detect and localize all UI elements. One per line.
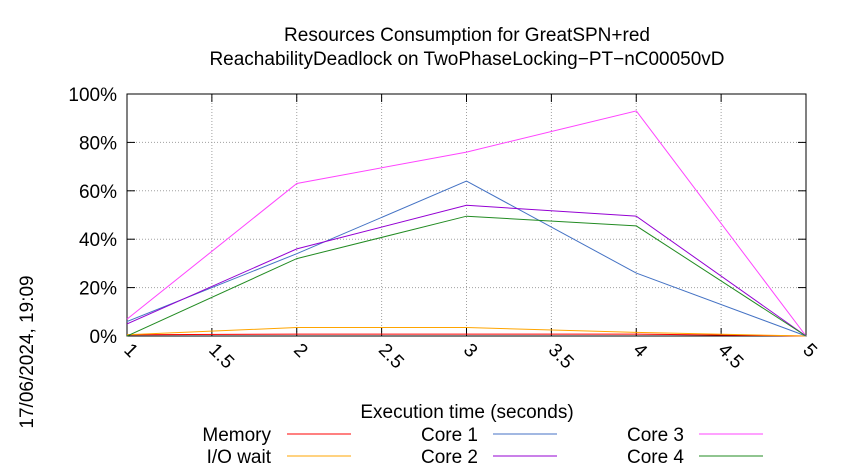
y-tick-label: 100%	[68, 85, 117, 106]
x-tick-label: 4.5	[714, 340, 748, 374]
series-line-core-3	[126, 110, 807, 337]
legend-label-core-1: Core 1	[421, 425, 478, 446]
timestamp: 17/06/2024, 19:09	[17, 275, 38, 428]
x-tick-label: 3.5	[544, 340, 578, 374]
legend-label-memory: Memory	[202, 425, 271, 446]
series-line-memory	[126, 333, 807, 337]
y-tick-label: 80%	[79, 133, 117, 154]
x-tick-label: 3	[459, 340, 481, 362]
legend-label-core-3: Core 3	[627, 425, 684, 446]
series-line-core-4	[126, 215, 807, 337]
chart-title: Resources Consumption for GreatSPN+red	[284, 25, 650, 46]
y-axis: 0% 20% 40% 60% 80% 100%	[68, 85, 806, 348]
x-tick-label: 2.5	[374, 340, 408, 374]
series-line-core-2	[126, 204, 807, 337]
x-tick-label: 1	[119, 340, 141, 362]
y-tick-label: 20%	[79, 279, 117, 300]
legend-label-core-2: Core 2	[421, 447, 478, 468]
x-tick-label: 2	[289, 340, 311, 362]
grid	[127, 94, 806, 336]
legend-label-core-4: Core 4	[627, 447, 684, 468]
chart-subtitle: ReachabilityDeadlock on TwoPhaseLocking−…	[209, 49, 724, 70]
x-axis-label: Execution time (seconds)	[360, 402, 573, 423]
y-tick-label: 40%	[79, 230, 117, 251]
x-tick-label: 1.5	[204, 340, 238, 374]
y-tick-label: 0%	[90, 327, 118, 348]
x-axis: 1 1.5 2 2.5 3 3.5 4 4.5 5	[119, 94, 821, 374]
series-line-core-1	[126, 180, 807, 337]
legend-label-i-o-wait: I/O wait	[207, 447, 272, 468]
x-tick-label: 5	[798, 340, 820, 362]
x-tick-label: 4	[629, 340, 652, 363]
series-lines	[126, 110, 807, 337]
series-line-i-o-wait	[126, 327, 807, 337]
y-tick-label: 60%	[79, 182, 117, 203]
